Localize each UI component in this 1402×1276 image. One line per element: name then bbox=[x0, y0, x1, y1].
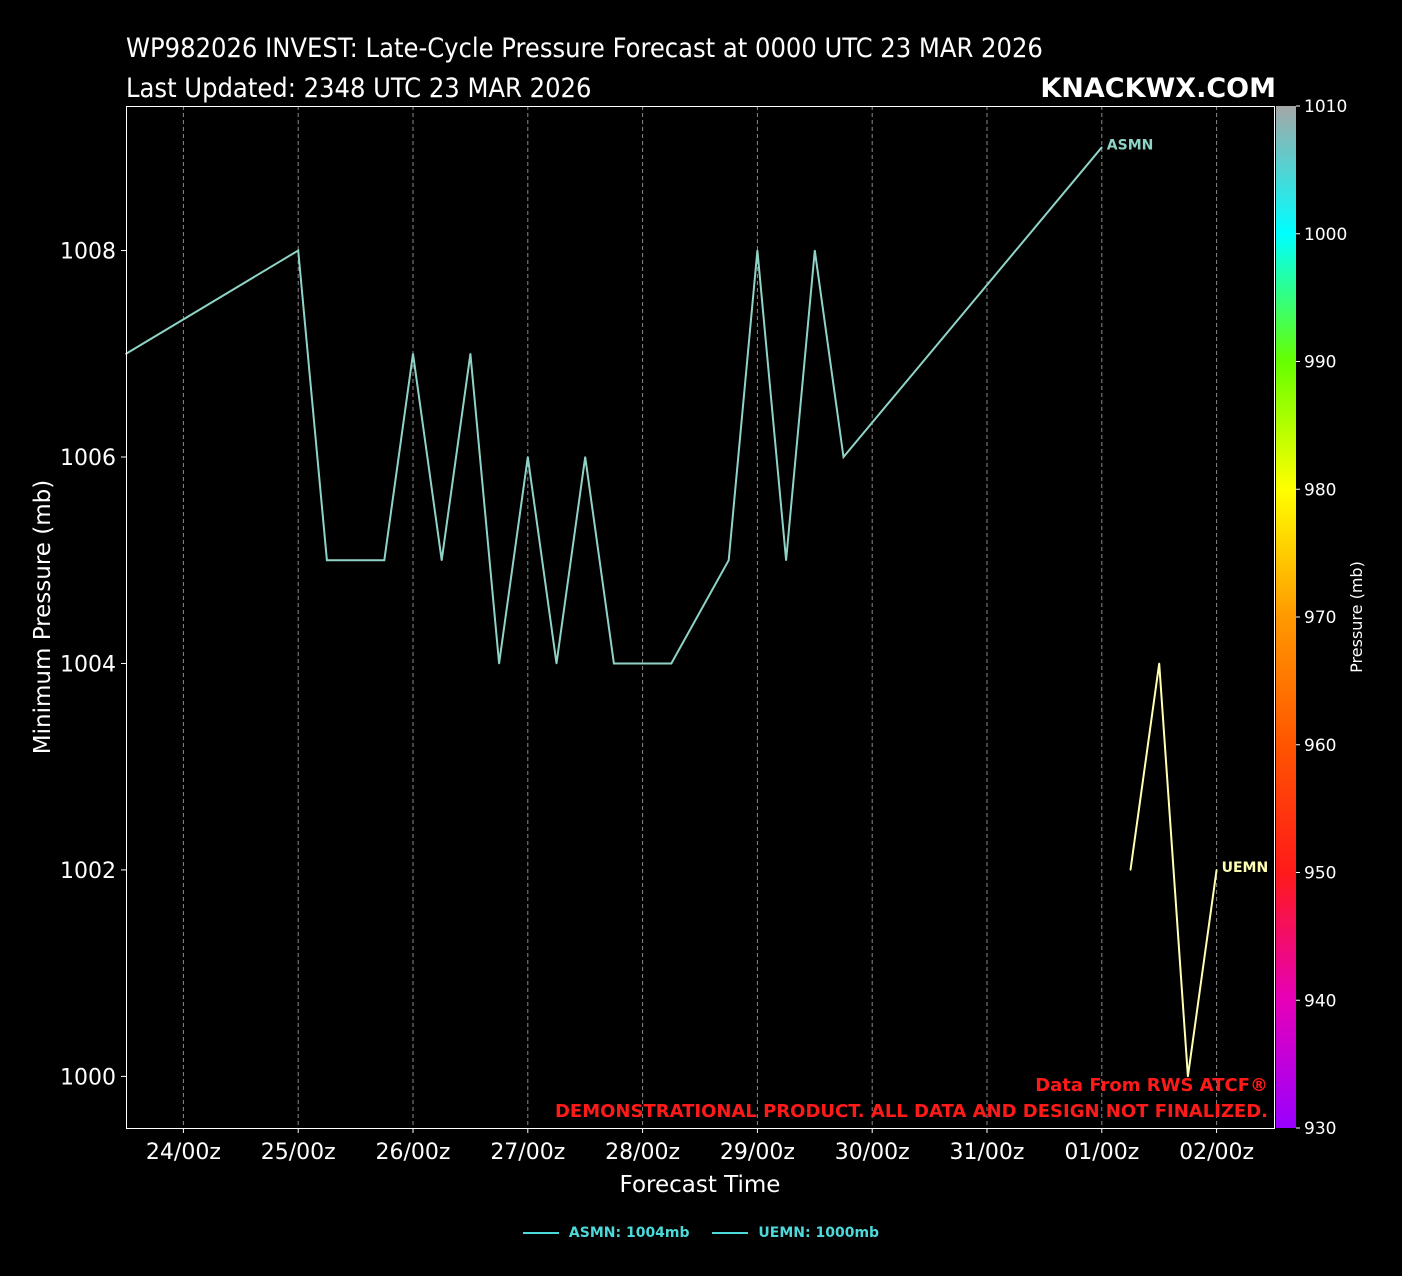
x-axis-ticks: 24/00z 25/00z 26/00z 27/00z 28/00z 29/00z 30/0… bbox=[146, 1128, 1254, 1165]
data-point bbox=[670, 662, 673, 665]
x-tick-label: 26/00z bbox=[376, 1140, 451, 1165]
gridlines bbox=[182, 106, 1218, 1128]
plot-frame bbox=[126, 106, 1275, 1129]
data-point bbox=[1215, 869, 1218, 871]
y-tick-label: 1004 bbox=[60, 652, 116, 677]
y-tick-label: 1002 bbox=[60, 859, 116, 884]
data-point bbox=[1101, 146, 1103, 149]
colorbar-tick-label: 930 bbox=[1304, 1119, 1336, 1139]
colorbar-ticks: 1010 1000 990 980 970 960 950 940 930 bbox=[1296, 97, 1347, 1139]
x-tick-label: 28/00z bbox=[605, 1140, 680, 1165]
data-point bbox=[727, 559, 730, 562]
x-tick-label: 31/00z bbox=[950, 1140, 1025, 1165]
brand-logo: KNACKWX.COM bbox=[1040, 73, 1276, 104]
legend: ASMN: 1004mb UEMN: 1000mb bbox=[0, 1222, 1402, 1241]
y-tick-label: 1000 bbox=[60, 1065, 116, 1090]
data-point bbox=[440, 559, 443, 562]
y-tick-label: 1006 bbox=[60, 446, 116, 471]
series-lines bbox=[125, 146, 1218, 1078]
colorbar-tick-label: 970 bbox=[1304, 608, 1336, 628]
legend-item-asmn: ASMN: 1004mb bbox=[522, 1225, 690, 1241]
legend-label: UEMN: 1000mb bbox=[758, 1225, 880, 1241]
x-tick-label: 27/00z bbox=[490, 1140, 565, 1165]
colorbar-tick-label: 950 bbox=[1304, 864, 1336, 884]
data-point bbox=[842, 456, 845, 458]
x-axis-label: Forecast Time bbox=[620, 1172, 781, 1198]
data-point bbox=[469, 352, 472, 355]
x-tick-label: 29/00z bbox=[720, 1140, 795, 1165]
data-point bbox=[555, 662, 558, 665]
data-point bbox=[297, 249, 300, 252]
data-source-note: Data From RWS ATCF® bbox=[1035, 1075, 1268, 1096]
legend-item-uemn: UEMN: 1000mb bbox=[712, 1225, 879, 1241]
y-axis-label: Minimum Pressure (mb) bbox=[30, 480, 56, 754]
disclaimer-note: DEMONSTRATIONAL PRODUCT. ALL DATA AND DE… bbox=[555, 1101, 1268, 1122]
x-tick-label: 30/00z bbox=[835, 1140, 910, 1165]
data-point bbox=[527, 456, 529, 458]
colorbar-tick-label: 960 bbox=[1304, 736, 1336, 756]
y-axis-ticks: 1000 1002 1004 1006 1008 bbox=[60, 240, 126, 1090]
legend-line-icon bbox=[522, 1232, 559, 1234]
colorbar-tick-label: 1010 bbox=[1304, 97, 1347, 117]
series-end-label: ASMN bbox=[1107, 137, 1154, 153]
x-tick-label: 01/00z bbox=[1064, 1140, 1139, 1165]
data-point bbox=[814, 249, 816, 252]
colorbar-tick-label: 940 bbox=[1304, 991, 1336, 1011]
series-end-labels: ASMN UEMN bbox=[1107, 137, 1268, 876]
legend-label: ASMN: 1004mb bbox=[568, 1225, 690, 1241]
series-end-label: UEMN bbox=[1222, 860, 1269, 876]
colorbar-tick-label: 980 bbox=[1304, 480, 1336, 500]
data-point bbox=[498, 662, 500, 665]
data-point bbox=[785, 559, 787, 562]
x-tick-label: 25/00z bbox=[261, 1140, 336, 1165]
data-point bbox=[1187, 1075, 1189, 1078]
colorbar bbox=[1276, 106, 1296, 1128]
y-tick-label: 1008 bbox=[60, 240, 116, 265]
data-point bbox=[326, 559, 328, 562]
data-point bbox=[756, 249, 759, 252]
data-point bbox=[1129, 869, 1132, 871]
x-tick-label: 02/00z bbox=[1179, 1140, 1254, 1165]
data-point bbox=[383, 559, 386, 562]
x-tick-label: 24/00z bbox=[146, 1140, 221, 1165]
colorbar-tick-label: 990 bbox=[1304, 353, 1336, 373]
data-point bbox=[584, 456, 586, 458]
data-point bbox=[1158, 662, 1160, 665]
colorbar-label: Pressure (mb) bbox=[1347, 561, 1366, 673]
colorbar-tick-label: 1000 bbox=[1304, 225, 1347, 245]
chart-title: WP982026 INVEST: Late-Cycle Pressure For… bbox=[126, 33, 1043, 64]
chart-subtitle: Last Updated: 2348 UTC 23 MAR 2026 bbox=[126, 73, 591, 104]
legend-line-icon bbox=[712, 1232, 749, 1234]
series-line-uemn bbox=[1129, 663, 1218, 1077]
data-point bbox=[412, 352, 414, 355]
data-point bbox=[613, 662, 615, 665]
